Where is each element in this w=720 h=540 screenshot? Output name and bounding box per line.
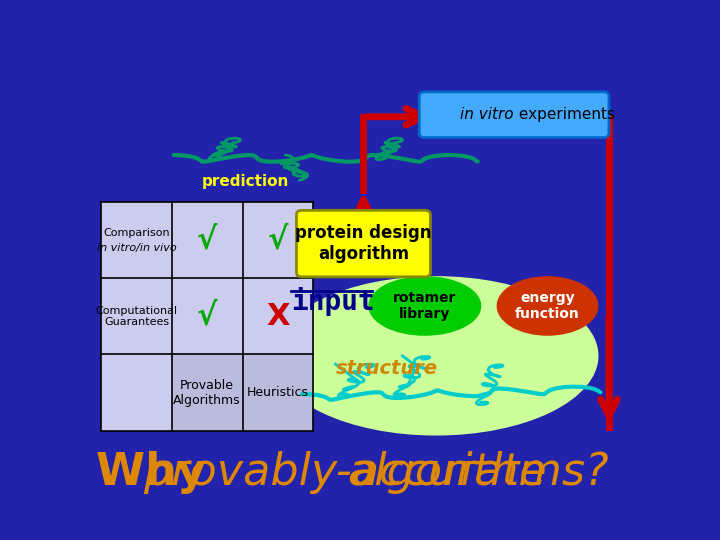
- Text: input: input: [291, 287, 374, 316]
- Text: √: √: [197, 226, 217, 255]
- Text: Comparison: Comparison: [103, 228, 170, 238]
- Text: algorithms?: algorithms?: [347, 451, 608, 495]
- Ellipse shape: [274, 277, 598, 435]
- Text: structure: structure: [336, 359, 438, 378]
- Text: energy
function: energy function: [516, 291, 580, 321]
- Text: X: X: [266, 302, 289, 331]
- Text: Provable
Algorithms: Provable Algorithms: [174, 379, 241, 407]
- Ellipse shape: [498, 277, 598, 335]
- FancyBboxPatch shape: [101, 202, 313, 431]
- FancyBboxPatch shape: [172, 354, 313, 431]
- Text: in vitro: in vitro: [461, 107, 514, 122]
- FancyBboxPatch shape: [419, 92, 609, 138]
- Text: protein design
algorithm: protein design algorithm: [295, 224, 432, 263]
- Text: Why: Why: [96, 451, 221, 495]
- Ellipse shape: [369, 277, 481, 335]
- Text: Heuristics: Heuristics: [247, 386, 309, 399]
- Text: √: √: [268, 226, 288, 255]
- Text: experiments: experiments: [514, 107, 615, 122]
- Text: rotamer
library: rotamer library: [393, 291, 456, 321]
- Text: Computational
Guarantees: Computational Guarantees: [96, 306, 178, 327]
- Text: prediction: prediction: [202, 174, 289, 188]
- FancyBboxPatch shape: [297, 210, 431, 277]
- Text: √: √: [197, 302, 217, 331]
- Text: provably-accurate: provably-accurate: [143, 451, 546, 495]
- Text: in vitro/in vivo: in vitro/in vivo: [96, 242, 176, 253]
